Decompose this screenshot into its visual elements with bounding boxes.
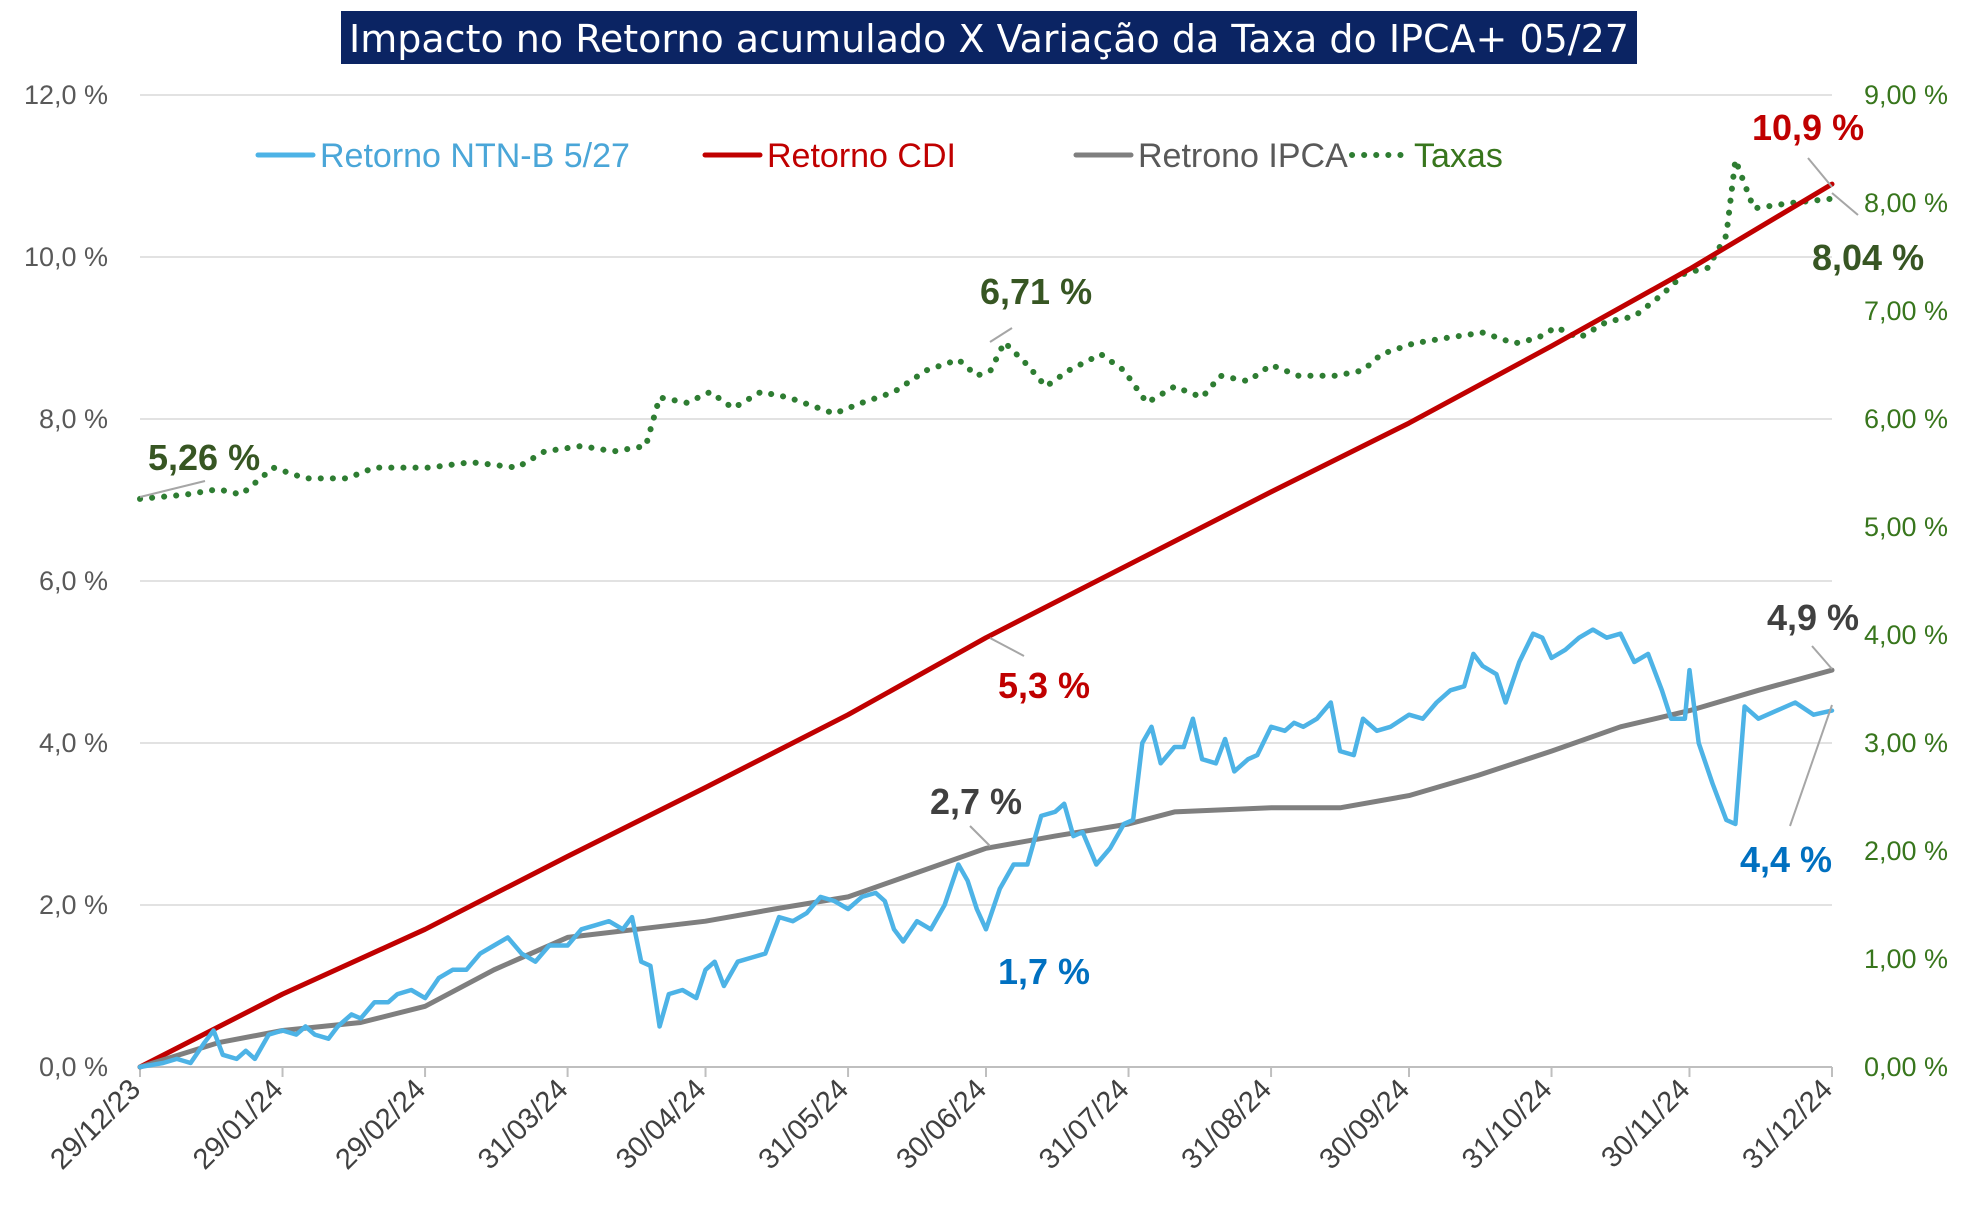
legend-label: Retrono IPCA: [1138, 137, 1348, 175]
series-layer: [137, 156, 1835, 1070]
y-left-tick-label: 12,0 %: [24, 80, 108, 110]
y-right-tick-label: 4,00 %: [1864, 620, 1948, 650]
annotation-leader: [139, 480, 206, 498]
y-right-tick-label: 8,00 %: [1864, 188, 1948, 218]
annotation-label: 4,9 %: [1767, 597, 1859, 638]
y-right-tick-label: 7,00 %: [1864, 296, 1948, 326]
y-left-tick-label: 2,0 %: [39, 890, 108, 920]
y-left-tick-label: 8,0 %: [39, 404, 108, 434]
annotation-leader: [969, 825, 991, 847]
annotation-label: 5,3 %: [998, 665, 1090, 706]
legend-label: Taxas: [1414, 137, 1503, 175]
y-left-tick-label: 4,0 %: [39, 728, 108, 758]
annotation-leader: [989, 637, 1025, 657]
annotation-leader: [1807, 157, 1833, 188]
legend-label: Retorno NTN-B 5/27: [320, 137, 630, 175]
annotation-label: 2,7 %: [930, 781, 1022, 822]
annotation-layer: 5,26 % 6,71 % 8,04 % 10,9 % 5,3 % 2,7 % 4,9 % 1…: [139, 107, 1924, 992]
annotation-leader: [1811, 645, 1833, 670]
annotation-label: 5,26 %: [148, 437, 260, 478]
y-right-tick-label: 2,00 %: [1864, 836, 1948, 866]
annotation-leader: [989, 327, 1013, 343]
legend: Retorno NTN-B 5/27 Retorno CDI Retrono IPC…: [255, 137, 1503, 175]
annotation-label: 4,4 %: [1740, 839, 1832, 880]
y-left-tick-label: 10,0 %: [24, 242, 108, 272]
series-line-retorno-cdi: [137, 181, 1835, 1070]
annotation-label: 8,04 %: [1812, 237, 1924, 278]
annotation-leader: [1831, 192, 1859, 216]
series-line-retorno-ntn-b-5-27: [137, 627, 1835, 1070]
chart-title: Impacto no Retorno acumulado X Variação …: [349, 17, 1629, 61]
y-right-tick-label: 5,00 %: [1864, 512, 1948, 542]
annotation-label: 1,7 %: [998, 951, 1090, 992]
series-line-retrono-ipca: [137, 667, 1835, 1070]
y-right-tick-label: 9,00 %: [1864, 80, 1948, 110]
grid-layer: [140, 94, 1832, 906]
y-right-tick-label: 1,00 %: [1864, 944, 1948, 974]
y-left-tick-label: 6,0 %: [39, 566, 108, 596]
annotation-leader: [1789, 704, 1833, 827]
annotation-label: 10,9 %: [1752, 107, 1864, 148]
chart-title-background: [341, 11, 1637, 64]
y-right-tick-label: 3,00 %: [1864, 728, 1948, 758]
legend-label: Retorno CDI: [767, 137, 956, 175]
y-right-tick-label: 6,00 %: [1864, 404, 1948, 434]
annotation-label: 6,71 %: [980, 271, 1092, 312]
y-right-tick-label: 0,00 %: [1864, 1052, 1948, 1082]
y-left-tick-label: 0,0 %: [39, 1052, 108, 1082]
